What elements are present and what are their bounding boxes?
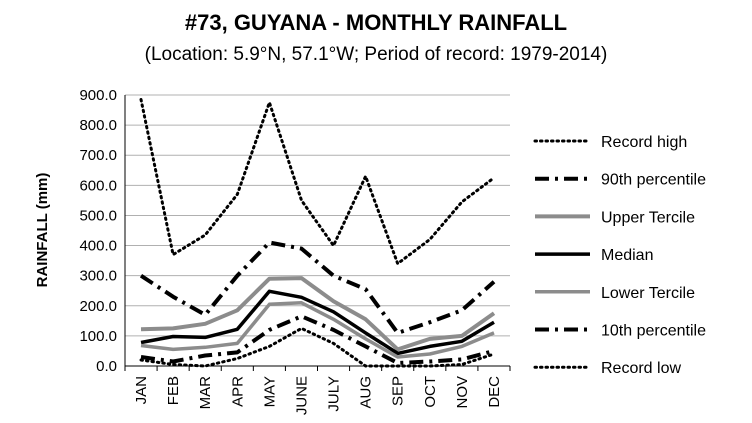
series-line-record-low — [139, 326, 496, 368]
x-tick-label: DEC — [486, 376, 503, 408]
series-line-lower-tercile — [140, 301, 495, 359]
y-tick-label: 300.0 — [79, 268, 117, 285]
x-tick-label: FEB — [165, 376, 182, 405]
legend-label: Median — [601, 247, 653, 264]
y-tick-label: 0.0 — [96, 358, 117, 375]
y-tick-label: 400.0 — [79, 238, 117, 255]
y-tick-label: 100.0 — [79, 328, 117, 345]
x-tick-label: JAN — [133, 376, 150, 404]
x-tick-label: AUG — [358, 376, 375, 409]
y-tick-label: 200.0 — [79, 298, 117, 315]
series-line-median — [140, 289, 495, 356]
y-tick-labels: 0.0 100.0 200.0 300.0 400.0 500.0 600.0 700.0 80… — [79, 87, 117, 375]
x-tick-label: NOV — [454, 376, 471, 409]
series-line-10th-percentile — [140, 314, 495, 365]
y-tick-label: 500.0 — [79, 207, 117, 224]
legend: Record high 90th percentile Upper Tercile M… — [533, 134, 706, 377]
legend-label: 10th percentile — [601, 323, 706, 340]
legend-label: Record low — [601, 360, 681, 377]
x-tick-label: OCT — [422, 376, 439, 408]
x-tick-label: JULY — [326, 376, 343, 412]
legend-label: Record high — [601, 134, 687, 151]
series-line-90th-percentile — [139, 240, 496, 335]
x-tick-label: SEP — [390, 376, 407, 406]
series-lines — [139, 98, 496, 368]
y-tick-label: 600.0 — [79, 177, 117, 194]
x-tick-label: APR — [229, 376, 246, 407]
series-line-upper-tercile — [140, 276, 496, 352]
x-tick-label: MAY — [261, 376, 278, 407]
legend-label: Lower Tercile — [601, 285, 695, 302]
series-line-record-high — [139, 98, 496, 266]
chart-title: #73, GUYANA - MONTHLY RAINFALL — [185, 10, 567, 35]
x-tick-label: MAR — [197, 376, 214, 410]
chart-subtitle: (Location: 5.9°N, 57.1°W; Period of reco… — [145, 44, 608, 65]
legend-label: Upper Tercile — [601, 209, 695, 226]
legend-label: 90th percentile — [601, 172, 706, 189]
x-tick-label: JUNE — [293, 376, 310, 415]
y-axis-label: RAINFALL (mm) — [34, 173, 51, 288]
y-tick-label: 800.0 — [79, 117, 117, 134]
y-tick-label: 700.0 — [79, 147, 117, 164]
y-tick-label: 900.0 — [79, 87, 117, 104]
x-tick-labels: JAN FEB MAR APR MAY JUNE JULY AUG SEP OCT NOV DEC — [124, 366, 511, 415]
